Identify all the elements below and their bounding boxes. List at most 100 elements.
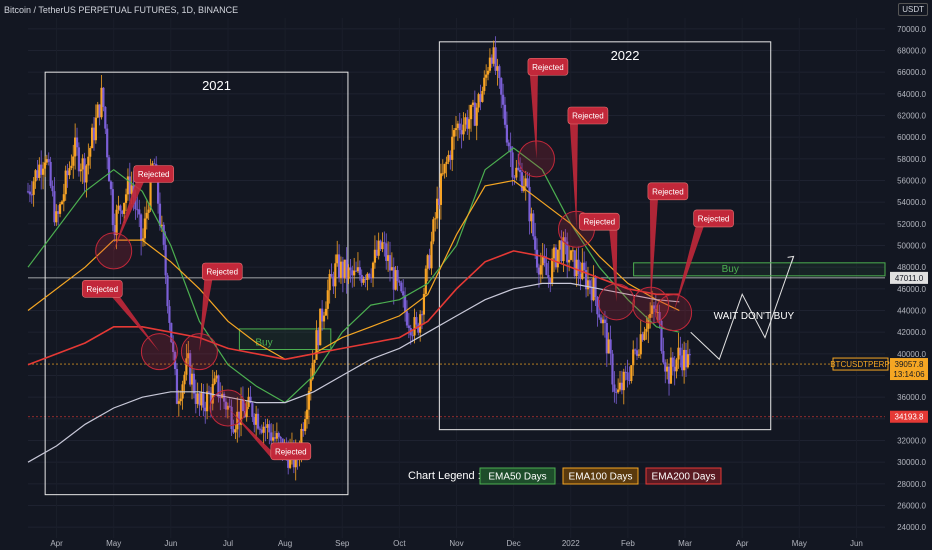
price-tag-box	[890, 271, 928, 284]
candle-body	[66, 170, 69, 176]
candle-body	[92, 127, 96, 141]
candle-body	[64, 170, 67, 195]
candle-body	[486, 70, 490, 75]
candle-body	[72, 156, 75, 166]
candle-body	[57, 211, 60, 214]
year-box	[438, 41, 772, 431]
candle-body	[630, 365, 633, 381]
candle-body	[449, 154, 452, 160]
rejection-label-box	[201, 262, 243, 281]
candle-body	[234, 429, 237, 433]
candle-body	[351, 270, 354, 276]
y-tick-label: 32000.0	[897, 437, 926, 446]
candle-body	[109, 181, 113, 190]
rejection-label: Rejected	[206, 268, 238, 277]
y-tick-label: 62000.0	[897, 112, 926, 121]
candle-body	[417, 324, 420, 333]
candle-body	[398, 280, 401, 283]
legend-swatch[interactable]	[645, 467, 722, 485]
symbol-tag-box	[832, 357, 889, 371]
candle-body	[430, 241, 433, 269]
candle-body	[232, 429, 235, 433]
y-tick-label: 60000.0	[897, 133, 926, 142]
candle-body	[302, 428, 305, 432]
candle-body	[387, 255, 390, 261]
buy-zone-label: Buy	[255, 338, 272, 349]
candle-body	[477, 94, 480, 108]
candle-body	[183, 374, 186, 385]
candle-body	[362, 278, 365, 283]
x-tick-label: Aug	[278, 539, 292, 548]
candle-body	[622, 371, 625, 391]
rejection-pointer	[673, 226, 704, 313]
rejection-label: Rejected	[584, 218, 616, 227]
candle-body	[175, 368, 179, 404]
candle-body	[247, 396, 250, 407]
rejection-pointer	[227, 408, 281, 460]
x-tick-label: Dec	[507, 539, 521, 548]
rejection-label-box	[647, 182, 689, 201]
candle-body	[607, 339, 610, 354]
ema-slow-line	[27, 282, 680, 463]
candle-body	[343, 259, 346, 279]
candle-body	[100, 87, 103, 118]
candle-body	[190, 373, 194, 385]
unit-badge[interactable]: USDT	[898, 3, 928, 16]
chart-legend: Chart Legend : EMA50 Days EMA100 Days EMA20…	[408, 467, 722, 485]
candle-body	[468, 119, 471, 129]
legend-item[interactable]: EMA200 Days	[652, 472, 716, 483]
candle-body	[228, 405, 231, 407]
candle-body	[652, 305, 656, 309]
wait-annotation: WAIT DON'T BUY	[714, 311, 795, 322]
candle-body	[485, 74, 488, 78]
candle-body	[313, 359, 316, 363]
candle-body	[164, 244, 167, 276]
y-tick-label: 50000.0	[897, 242, 926, 251]
candle-body	[547, 275, 550, 278]
price-tag-value: 39057.8	[895, 360, 924, 369]
candle-body	[215, 375, 218, 379]
candle-body	[683, 349, 686, 371]
candle-body	[358, 267, 361, 275]
candle-body	[445, 161, 448, 165]
candle-body	[552, 247, 556, 259]
candle-body	[609, 339, 612, 354]
candle-body	[70, 165, 73, 169]
legend-swatch[interactable]	[479, 467, 556, 485]
y-tick-label: 44000.0	[897, 307, 926, 316]
rejection-pointer	[529, 75, 538, 159]
y-tick-label: 64000.0	[897, 90, 926, 99]
candle-body	[530, 213, 533, 222]
candle-body	[383, 242, 386, 244]
candle-body	[400, 282, 403, 292]
candle-body	[134, 197, 137, 210]
candle-body	[437, 198, 441, 205]
rejection-label-box	[693, 209, 734, 228]
candle-body	[479, 94, 482, 102]
candle-body	[475, 107, 478, 126]
x-tick-label: Jun	[164, 539, 177, 548]
candle-body	[532, 213, 535, 237]
candle-body	[334, 263, 337, 287]
candle-body	[601, 319, 605, 324]
legend-item[interactable]: EMA100 Days	[569, 472, 633, 483]
price-tag-value: 47011.0	[895, 274, 924, 283]
y-tick-label: 58000.0	[897, 155, 926, 164]
candle-body	[688, 354, 691, 356]
legend-swatch[interactable]	[562, 467, 639, 485]
rejection-label-box	[81, 280, 123, 298]
candle-body	[43, 162, 47, 169]
candle-body	[483, 77, 486, 91]
candle-body	[617, 389, 620, 393]
y-tick-label: 70000.0	[897, 25, 926, 34]
y-tick-label: 66000.0	[897, 68, 926, 77]
candle-body	[192, 373, 196, 394]
candle-body	[319, 308, 322, 346]
candle-body	[664, 362, 667, 372]
candle-body	[40, 164, 43, 175]
candle-body	[336, 254, 339, 264]
legend-item[interactable]: EMA50 Days	[488, 472, 546, 483]
y-tick-label: 30000.0	[897, 458, 926, 467]
candle-body	[666, 366, 669, 372]
